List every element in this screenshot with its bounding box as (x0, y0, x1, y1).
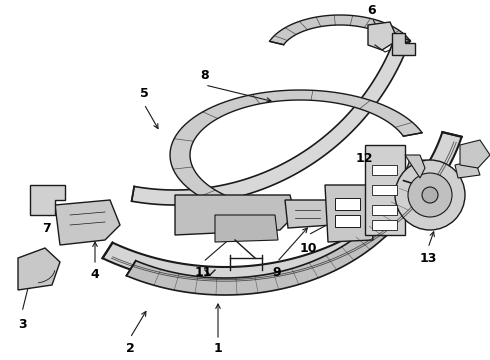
Bar (372, 185, 397, 195)
Bar (335, 198, 360, 210)
Polygon shape (392, 32, 415, 54)
Text: 7: 7 (42, 221, 50, 234)
Text: 5: 5 (140, 86, 148, 99)
Polygon shape (175, 195, 295, 235)
Circle shape (408, 173, 452, 217)
Text: 13: 13 (419, 252, 437, 265)
Text: 9: 9 (273, 266, 281, 279)
Polygon shape (170, 90, 430, 220)
Polygon shape (455, 160, 480, 178)
Bar (372, 165, 397, 175)
Polygon shape (55, 200, 120, 245)
Text: 4: 4 (91, 269, 99, 282)
Polygon shape (460, 140, 490, 168)
Bar (372, 220, 397, 230)
Text: 3: 3 (18, 319, 26, 332)
Polygon shape (325, 185, 373, 242)
Polygon shape (126, 181, 422, 295)
Polygon shape (215, 215, 278, 242)
Bar (372, 205, 397, 215)
Text: 12: 12 (355, 152, 373, 165)
Bar (335, 215, 360, 227)
Polygon shape (270, 15, 411, 45)
Text: 1: 1 (214, 342, 222, 355)
Circle shape (422, 187, 438, 203)
Text: 8: 8 (201, 68, 209, 81)
Text: 6: 6 (368, 4, 376, 17)
Polygon shape (405, 155, 425, 178)
Polygon shape (368, 22, 398, 50)
Polygon shape (132, 35, 410, 205)
Polygon shape (30, 185, 65, 215)
Text: 10: 10 (299, 242, 317, 255)
Polygon shape (102, 132, 462, 285)
Text: 11: 11 (194, 266, 212, 279)
Text: 2: 2 (125, 342, 134, 355)
Circle shape (395, 160, 465, 230)
Polygon shape (365, 145, 405, 235)
Polygon shape (18, 248, 60, 290)
Polygon shape (285, 200, 332, 228)
